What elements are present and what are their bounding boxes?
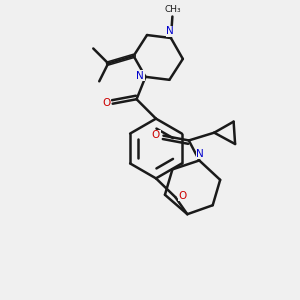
Text: N: N <box>136 70 144 81</box>
Text: N: N <box>167 26 174 37</box>
Text: N: N <box>196 149 204 159</box>
Text: O: O <box>152 130 160 140</box>
Text: CH₃: CH₃ <box>164 4 181 14</box>
Text: O: O <box>102 98 110 108</box>
Text: O: O <box>179 191 187 201</box>
